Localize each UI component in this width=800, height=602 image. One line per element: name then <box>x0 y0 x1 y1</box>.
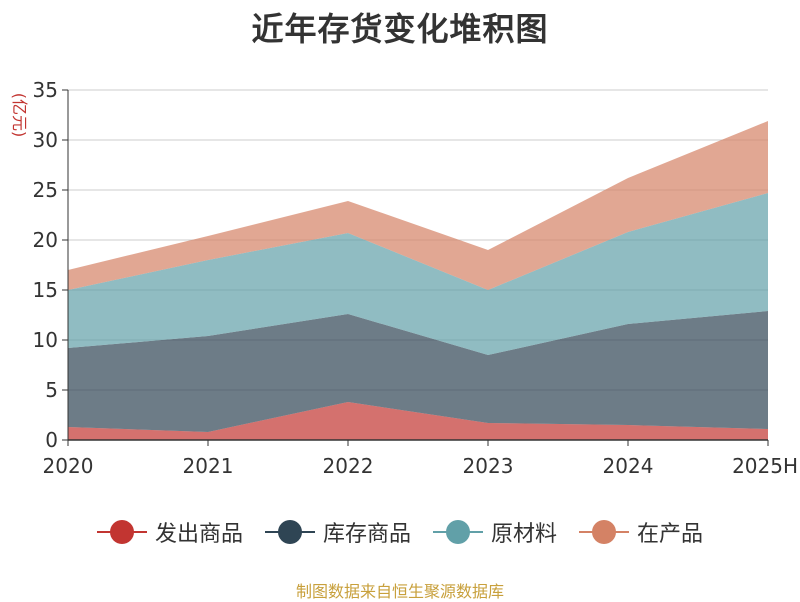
source-note: 制图数据来自恒生聚源数据库 <box>295 582 504 601</box>
legend-label: 原材料 <box>491 522 558 547</box>
legend-label: 库存商品 <box>322 522 411 547</box>
legend-label: 发出商品 <box>154 522 243 547</box>
x-tick-label: 2021 <box>183 454 234 478</box>
y-tick-label: 10 <box>33 328 58 352</box>
legend: 发出商品 库存商品 原材料 在产品 <box>0 516 800 548</box>
x-tick-label: 2025H <box>732 454 798 478</box>
x-tick-label: 2020 <box>43 454 94 478</box>
chart-title: 近年存货变化堆积图 <box>251 10 549 48</box>
area-series-1 <box>68 402 768 440</box>
legend-item-4[interactable]: 在产品 <box>579 516 703 548</box>
y-tick-label: 35 <box>33 78 58 102</box>
y-tick-label: 5 <box>45 378 58 402</box>
y-tick-label: 0 <box>45 428 58 452</box>
legend-item-1[interactable]: 发出商品 <box>96 516 243 548</box>
area-series-3 <box>68 193 768 355</box>
y-axis-unit-label: (亿元) <box>10 93 29 138</box>
y-tick-label: 25 <box>33 178 58 202</box>
y-tick-label: 20 <box>33 228 58 252</box>
y-tick-label: 15 <box>33 278 58 302</box>
y-tick-label: 30 <box>33 128 58 152</box>
area-series-4 <box>68 121 768 290</box>
x-tick-label: 2022 <box>323 454 374 478</box>
legend-marker-icon <box>96 520 147 544</box>
x-tick-label: 2024 <box>603 454 654 478</box>
legend-item-3[interactable]: 原材料 <box>433 516 557 548</box>
axes: 0 5 10 15 20 25 30 35 2020 2021 2022 2023 2024 2025H <box>33 78 798 478</box>
area-series <box>68 121 768 440</box>
legend-item-2[interactable]: 库存商品 <box>264 516 411 548</box>
legend-marker-icon <box>433 520 483 544</box>
area-series-2 <box>68 311 768 432</box>
x-tick-label: 2023 <box>463 454 514 478</box>
legend-marker-icon <box>579 520 630 544</box>
legend-label: 在产品 <box>637 522 704 547</box>
legend-marker-icon <box>264 520 315 544</box>
